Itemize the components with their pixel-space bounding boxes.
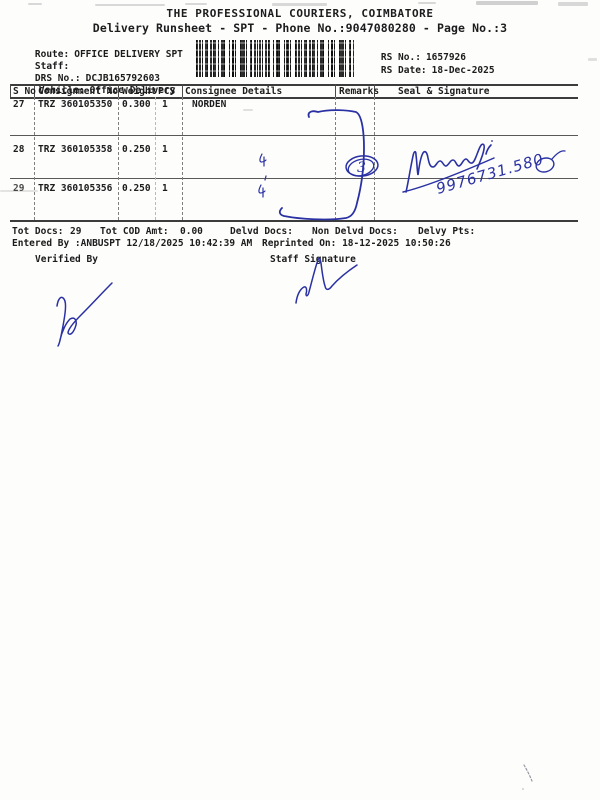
rs-no-value: 1657926 [425,52,466,63]
vehicle-value: Office Delivery [89,85,176,96]
column-rule [374,97,375,220]
cell-pcs: 1 [162,183,168,194]
delvd-docs-label: Delvd Docs: [230,226,293,237]
doc-subtitle: Delivery Runsheet - SPT - Phone No.:9047… [92,21,508,35]
column-rule [374,84,375,97]
tot-docs-label: Tot Docs: [12,226,64,237]
column-rule [10,84,11,97]
entered-by-line: Entered By :ANBUSPT 12/18/2025 10:42:39 … [12,238,253,249]
column-rule [34,97,35,220]
cell-sno: 28 [13,144,25,155]
scan-artifact [272,3,327,6]
reprinted-on-line: Reprinted On: 18-12-2025 10:50:26 [262,238,451,249]
rs-no-line: RS No.: 1657926 [358,41,466,74]
tot-cod-value: 0.00 [180,226,203,237]
cell-sno: 29 [13,183,25,194]
rs-date-label: RS Date: [380,65,427,76]
col-header-consignee: Consignee Details [185,85,283,97]
column-rule [335,84,336,97]
cell-weight: 0.300 [122,99,151,110]
route-label: Route: [34,49,70,60]
drs-value: DCJB165792603 [85,73,161,84]
rs-date-line: RS Date: 18-Dec-2025 [358,54,495,87]
vehicle-line: Vehicle: Office Delivery [16,74,176,107]
cell-consignment: TRZ 360105350 [38,99,113,110]
column-rule [118,97,119,220]
delvy-pts-label: Delvy Pts: [418,226,476,237]
col-header-sno: S No [13,85,36,97]
col-header-pcs: PCS [158,85,176,97]
staff-signature-label: Staff Signature [270,254,356,265]
scan-artifact [95,4,165,6]
scan-artifact-bottom [523,764,533,782]
row-divider [10,135,578,137]
scan-artifact-dot [522,788,524,790]
column-rule [182,97,183,220]
col-header-consignment: Consignment No [38,85,119,97]
ink-verified-signature [56,282,113,347]
doc-title: THE PROFESSIONAL COURIERS, COIMBATORE [166,7,434,20]
table-top-rule [10,84,578,86]
col-header-seal: Seal & Signature [398,85,490,97]
column-rule [118,84,119,97]
cell-weight: 0.250 [122,144,151,155]
rs-no-label: RS No.: [380,52,421,63]
barcode [196,40,354,77]
route-line: Route: OFFICE DELIVERY SPT [12,38,183,71]
runsheet-table: S No Consignment No Weight PCS Consignee… [10,84,578,223]
scan-artifact [0,190,38,192]
scan-artifact [558,2,588,6]
scan-artifact [476,1,538,5]
column-rule [335,97,336,220]
non-delvd-label: Non Delvd Docs: [312,226,398,237]
rs-date-value: 18-Dec-2025 [431,65,495,76]
ink-staff-signature [295,257,358,304]
col-header-remarks: Remarks [339,85,380,97]
cell-consignment: TRZ 360105358 [38,144,113,155]
cell-pcs: 1 [162,99,168,110]
staff-line: Staff: [12,50,74,83]
verified-by-label: Verified By [35,254,98,265]
cell-consignment: TRZ 360105356 [38,183,113,194]
scan-artifact [185,3,207,5]
scan-artifact [588,58,597,61]
table-header-rule [10,97,578,99]
column-rule [155,97,156,220]
cell-weight: 0.250 [122,183,151,194]
cell-pcs: 1 [162,144,168,155]
staff-label: Staff: [34,61,70,72]
route-value: OFFICE DELIVERY SPT [74,49,183,60]
vehicle-label: Vehicle: [38,85,85,96]
tot-cod-label: Tot COD Amt: [100,226,169,237]
row-divider [10,178,578,180]
drs-line: DRS No.: DCJB165792603 [12,62,160,95]
cell-consignee: NORDEN [192,99,227,110]
scan-artifact [418,2,436,4]
table-bottom-rule [10,220,578,223]
scan-artifact [28,3,42,5]
tot-docs-value: 29 [70,226,82,237]
column-rule [182,84,183,97]
col-header-weight: Weight [122,85,157,97]
cell-sno: 27 [13,99,25,110]
drs-label: DRS No.: [34,73,81,84]
scan-artifact [243,109,253,111]
column-rule [34,84,35,97]
